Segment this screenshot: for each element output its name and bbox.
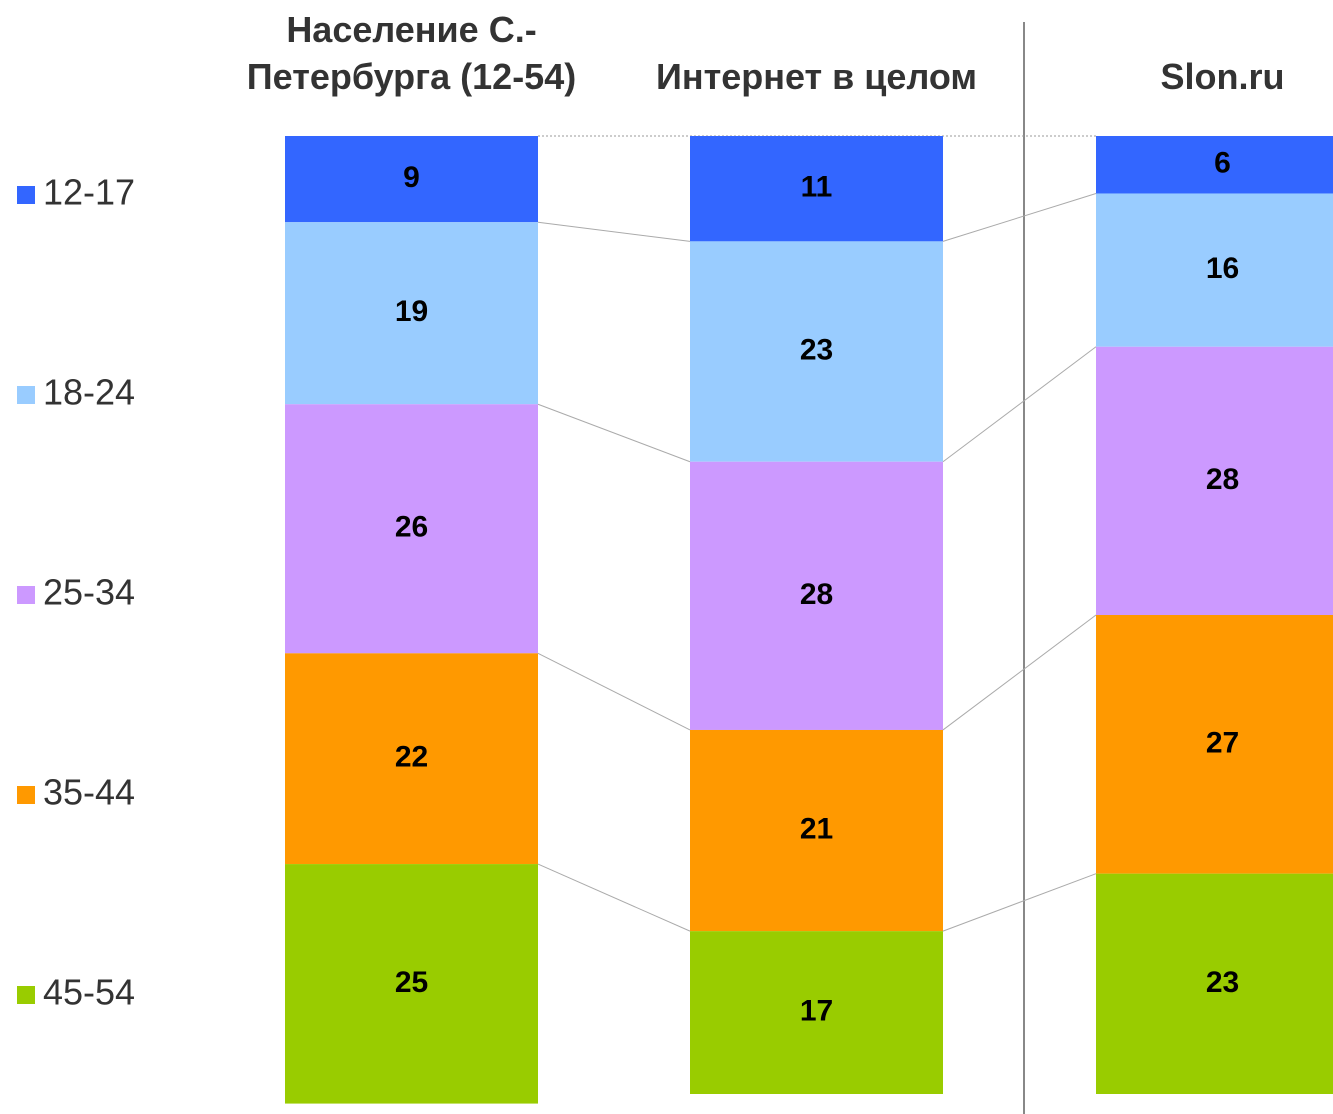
connector	[942, 873, 1097, 932]
connector	[537, 863, 691, 932]
legend-label: 12-17	[43, 172, 135, 213]
legend-swatch	[17, 186, 35, 204]
bar-segment	[690, 461, 943, 730]
value-label: 22	[395, 741, 428, 774]
legend-swatch	[17, 586, 35, 604]
bar-segment	[690, 241, 943, 462]
connector	[942, 614, 1097, 731]
connector	[537, 403, 691, 463]
bar-segment	[690, 136, 943, 242]
bar-segment	[1096, 615, 1333, 874]
value-label: 19	[395, 295, 428, 328]
bar-segment	[285, 136, 538, 223]
legend-label: 45-54	[43, 972, 135, 1013]
bar-segment	[690, 729, 943, 932]
value-label: 28	[800, 578, 833, 611]
legend-label: 35-44	[43, 772, 135, 813]
value-label: 17	[800, 994, 833, 1027]
bar-segment	[690, 931, 943, 1094]
value-label: 23	[1206, 966, 1239, 999]
bar-segment	[1096, 346, 1333, 615]
legend-swatch	[17, 786, 35, 804]
category-label: Население С.-Петербурга (12-54)	[246, 9, 577, 97]
bar-segment	[285, 222, 538, 405]
legend-label: 18-24	[43, 372, 135, 413]
value-label: 23	[800, 333, 833, 366]
connector	[942, 193, 1097, 242]
connector	[942, 346, 1097, 463]
value-label: 28	[1206, 463, 1239, 496]
bar-segment	[1096, 136, 1333, 194]
value-label: 11	[801, 171, 833, 204]
bar-segment	[285, 864, 538, 1104]
legend-label: 25-34	[43, 572, 135, 613]
bar-segment	[1096, 873, 1333, 1094]
value-label: 6	[1214, 147, 1231, 180]
legend-swatch	[17, 986, 35, 1004]
bar-segment	[285, 653, 538, 865]
legend-swatch	[17, 386, 35, 404]
value-label: 21	[800, 812, 833, 845]
bar-segment	[1096, 193, 1333, 347]
value-label: 9	[403, 161, 420, 194]
category-label: Интернет в целом	[655, 56, 977, 97]
value-label: 16	[1206, 252, 1239, 285]
connector	[537, 221, 691, 242]
connector	[537, 652, 691, 731]
category-label: Slon.ru	[1160, 56, 1285, 97]
value-label: 25	[395, 966, 428, 999]
bar-segment	[285, 404, 538, 654]
value-label: 27	[1206, 726, 1239, 759]
value-label: 26	[395, 511, 428, 544]
